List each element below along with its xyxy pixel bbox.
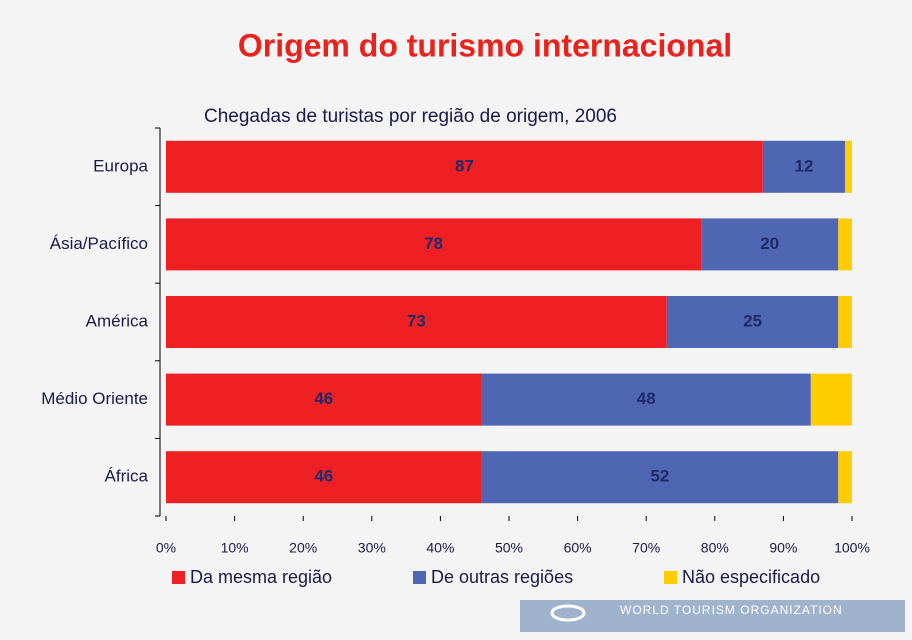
legend-swatch <box>172 571 185 584</box>
bar-segment <box>810 373 852 426</box>
bar-segment <box>838 451 852 504</box>
bar-segment <box>838 218 852 271</box>
bar-segment <box>166 218 702 271</box>
footer-text: WORLD TOURISM ORGANIZATION <box>620 603 843 617</box>
y-tick-label: África <box>105 467 149 486</box>
x-tick-label: 100% <box>834 540 870 556</box>
data-label: 78 <box>424 234 443 253</box>
x-tick-label: 60% <box>564 540 592 556</box>
bar-segment <box>838 296 852 348</box>
bar-segment <box>166 296 667 348</box>
bar-segment <box>762 140 846 193</box>
legend-swatch <box>413 571 426 584</box>
data-label: 48 <box>637 389 656 408</box>
data-label: 46 <box>314 467 333 486</box>
bar-segment <box>666 296 839 348</box>
x-tick-label: 40% <box>426 540 454 556</box>
legend-label: Da mesma região <box>190 567 332 587</box>
legend-swatch <box>664 571 677 584</box>
chart-title: Origem do turismo internacional <box>238 27 732 63</box>
data-label: 52 <box>650 467 669 486</box>
bar-segment <box>481 373 811 426</box>
y-tick-label: América <box>86 311 149 330</box>
data-label: 46 <box>314 389 333 408</box>
legend-label: De outras regiões <box>431 567 573 587</box>
bar-segment <box>166 373 482 426</box>
legend-label: Não especificado <box>682 567 820 587</box>
x-tick-label: 10% <box>221 540 249 556</box>
x-tick-label: 30% <box>358 540 386 556</box>
x-tick-label: 50% <box>495 540 523 556</box>
x-tick-label: 20% <box>289 540 317 556</box>
data-label: 25 <box>743 311 762 330</box>
x-tick-label: 0% <box>156 540 176 556</box>
x-tick-label: 70% <box>632 540 660 556</box>
x-tick-label: 90% <box>769 540 797 556</box>
footer-logo <box>550 604 586 622</box>
y-tick-label: Europa <box>93 156 148 175</box>
data-label: 12 <box>795 156 814 175</box>
bar-segment <box>701 218 839 271</box>
bar-segment <box>166 451 482 504</box>
bar-segment <box>166 140 763 193</box>
data-label: 20 <box>760 234 779 253</box>
chart-subtitle: Chegadas de turistas por região de orige… <box>204 106 617 127</box>
y-tick-label: Ásia/Pacífico <box>50 234 148 253</box>
bar-segment <box>845 140 852 193</box>
x-tick-label: 80% <box>701 540 729 556</box>
bar-segment <box>481 451 839 504</box>
data-label: 87 <box>455 156 474 175</box>
y-tick-label: Médio Oriente <box>41 389 148 408</box>
data-label: 73 <box>407 311 426 330</box>
